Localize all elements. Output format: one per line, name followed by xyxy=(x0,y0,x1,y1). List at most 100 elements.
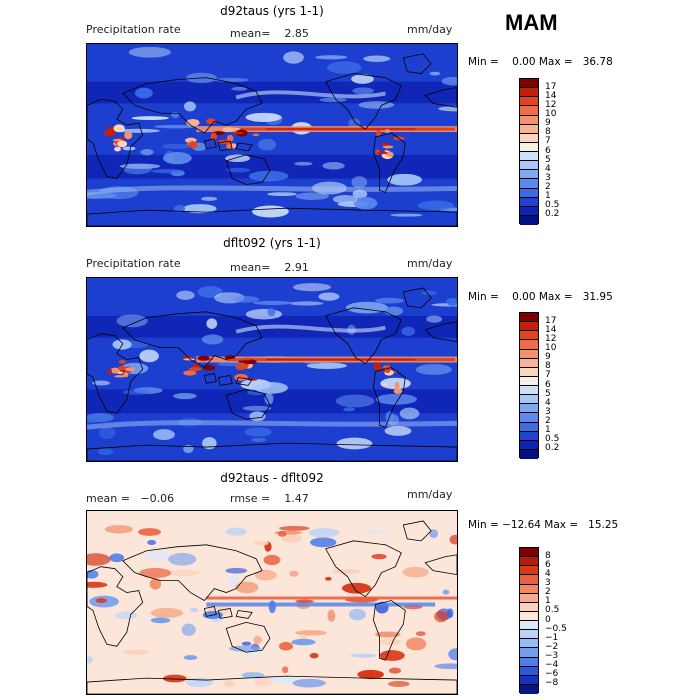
colorbar-swatch xyxy=(520,602,538,612)
panel-3-mean-label: mean = −0.06 xyxy=(86,492,175,505)
colorbar-tick-label: 3 xyxy=(545,172,551,183)
colorbar-tick-label: 0.5 xyxy=(545,605,560,616)
colorbar-swatch xyxy=(520,575,538,585)
colorbar-tick-label: 6 xyxy=(545,379,551,390)
panel-2-map xyxy=(86,277,458,462)
colorbar-tick-label: −6 xyxy=(545,669,559,680)
colorbar-swatch xyxy=(520,593,538,603)
colorbar-swatch xyxy=(520,675,538,685)
panel-1-precip-field xyxy=(87,44,457,226)
colorbar-swatch xyxy=(520,88,538,98)
colorbar-tick-label: 14 xyxy=(545,90,557,101)
panel-3-difference-field xyxy=(87,511,457,694)
colorbar-tick-label: −0.5 xyxy=(545,623,567,634)
colorbar-swatch xyxy=(520,666,538,676)
colorbar-swatch xyxy=(520,413,538,423)
colorbar-swatch xyxy=(520,611,538,621)
colorbar-swatch xyxy=(520,79,538,89)
colorbar-tick-label: 0 xyxy=(545,614,551,625)
colorbar-tick-label: 9 xyxy=(545,352,551,363)
colorbar-tick-label: −3 xyxy=(545,651,559,661)
colorbar-swatch xyxy=(520,621,538,631)
colorbar-swatch xyxy=(520,133,538,143)
panel-3-units-label: mm/day xyxy=(407,488,453,501)
panel-3-rmse-label: rmse = 1.47 xyxy=(230,492,309,505)
panel-1-mean-label: mean= 2.85 xyxy=(230,27,309,40)
colorbar-tick-label: 4 xyxy=(545,568,551,579)
panel-3-colorbar xyxy=(519,547,539,694)
panel-1-units-label: mm/day xyxy=(407,23,453,36)
colorbar-tick-label: 8 xyxy=(545,127,551,138)
panel-3-map xyxy=(86,510,458,695)
panel-1-variable-label: Precipitation rate xyxy=(86,23,181,36)
colorbar-swatch xyxy=(520,179,538,189)
colorbar-tick-label: 17 xyxy=(545,315,557,326)
colorbar-swatch xyxy=(520,404,538,414)
colorbar-swatch xyxy=(520,557,538,567)
panel-1-map xyxy=(86,43,458,227)
colorbar-swatch xyxy=(520,648,538,658)
colorbar-tick-label: 6 xyxy=(545,559,551,570)
panel-2-precip-field xyxy=(87,278,457,461)
colorbar-tick-label: 14 xyxy=(545,324,557,335)
colorbar-swatch xyxy=(520,422,538,432)
colorbar-tick-label: 0.2 xyxy=(545,443,560,454)
colorbar-swatch xyxy=(520,170,538,180)
colorbar-swatch xyxy=(520,206,538,216)
colorbar-swatch xyxy=(520,639,538,649)
panel-1-title: d92taus (yrs 1-1) xyxy=(220,4,324,18)
panel-2-colorbar xyxy=(519,312,539,459)
colorbar-swatch xyxy=(520,376,538,386)
colorbar-swatch xyxy=(520,358,538,368)
colorbar-tick-label: 3 xyxy=(545,578,551,588)
colorbar-swatch xyxy=(520,340,538,350)
colorbar-swatch xyxy=(520,548,538,558)
colorbar-tick-label: −4 xyxy=(545,660,559,671)
colorbar-tick-label: −8 xyxy=(545,678,559,689)
colorbar-tick-label: 7 xyxy=(545,370,551,381)
colorbar-tick-label: 0.2 xyxy=(545,209,560,220)
colorbar-tick-label: 12 xyxy=(545,333,557,344)
colorbar-swatch xyxy=(520,386,538,396)
colorbar-swatch xyxy=(520,684,538,694)
colorbar-tick-label: 17 xyxy=(545,81,557,92)
colorbar-tick-label: 0.5 xyxy=(545,200,560,211)
panel-2-colorbar-ticks: 17 14 12 10 9 8 7 6 5 4 3 2 1 0.5 0.2 xyxy=(545,312,585,458)
colorbar-swatch xyxy=(520,657,538,667)
panel-3-title: d92taus - dflt092 xyxy=(220,471,324,485)
panel-3-colorbar-ticks: 8 6 4 3 2 1 0.5 0 −0.5 −1 −2 −3 −4 −6 −8 xyxy=(545,547,585,693)
colorbar-tick-label: 2 xyxy=(545,182,551,192)
panel-1-colorbar-ticks: 17 14 12 10 9 8 7 6 5 4 3 2 1 0.5 0.2 xyxy=(545,78,585,224)
colorbar-tick-label: 2 xyxy=(545,416,551,426)
panel-2-title: dflt092 (yrs 1-1) xyxy=(223,236,321,250)
colorbar-swatch xyxy=(520,349,538,359)
colorbar-swatch xyxy=(520,566,538,576)
colorbar-swatch xyxy=(520,197,538,207)
season-label: MAM xyxy=(505,10,558,35)
colorbar-swatch xyxy=(520,331,538,341)
colorbar-tick-label: 1 xyxy=(545,425,551,436)
panel-2-variable-label: Precipitation rate xyxy=(86,257,181,270)
panel-1-minmax: Min = 0.00 Max = 36.78 xyxy=(468,56,613,68)
colorbar-swatch xyxy=(520,97,538,107)
colorbar-tick-label: −1 xyxy=(545,632,559,643)
colorbar-tick-label: 2 xyxy=(545,587,551,598)
colorbar-tick-label: 3 xyxy=(545,406,551,417)
colorbar-swatch xyxy=(520,630,538,640)
colorbar-swatch xyxy=(520,440,538,450)
colorbar-tick-label: 10 xyxy=(545,343,557,353)
colorbar-tick-label: 12 xyxy=(545,99,557,110)
colorbar-swatch xyxy=(520,215,538,225)
panel-3-minmax: Min = −12.64 Max = 15.25 xyxy=(468,519,619,531)
colorbar-tick-label: 6 xyxy=(545,145,551,156)
colorbar-swatch xyxy=(520,152,538,162)
colorbar-swatch xyxy=(520,395,538,405)
colorbar-tick-label: 8 xyxy=(545,550,551,561)
colorbar-swatch xyxy=(520,313,538,323)
colorbar-swatch xyxy=(520,367,538,377)
panel-2-mean-label: mean= 2.91 xyxy=(230,261,309,274)
colorbar-swatch xyxy=(520,431,538,441)
colorbar-swatch xyxy=(520,106,538,116)
colorbar-swatch xyxy=(520,115,538,125)
colorbar-tick-label: 10 xyxy=(545,109,557,119)
